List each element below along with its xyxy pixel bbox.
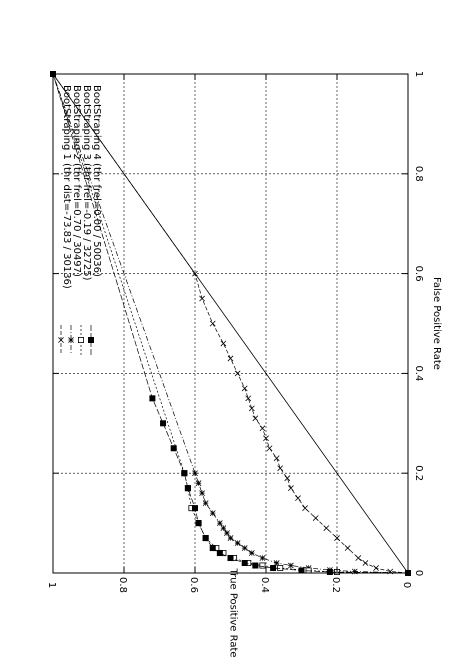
data-point-marker [160,420,167,427]
data-point-marker [88,336,95,343]
data-point-marker [220,525,227,531]
data-point-marker [248,550,255,556]
data-point-marker [191,505,198,512]
data-point-marker [199,295,205,302]
data-point-marker [78,336,85,343]
data-point-marker [202,500,209,507]
data-point-marker [362,560,369,566]
data-point-marker [224,530,230,536]
data-point-marker [241,560,248,567]
data-point-marker [259,562,266,569]
data-point-marker [234,370,241,377]
tick-marks [52,73,409,574]
x-tick-label: 0 [413,570,424,576]
data-point-marker [287,562,294,569]
data-point-marker [259,555,266,561]
data-point-marker [199,490,205,497]
data-point-marker [298,567,305,574]
legend-label: BootStraping 4 (thr frel=0.00 / 50036) [91,85,102,277]
tick-labels: 0 0.2 0.4 0.6 0.8 1 0 0.2 0.4 0.6 0.8 1 [46,71,424,593]
data-point-marker [273,455,280,462]
y-tick-label: 0.8 [117,577,128,593]
data-point-marker [266,445,273,452]
data-point-marker [351,568,358,575]
data-point-marker [355,555,362,561]
y-tick-label: 0 [401,582,412,588]
data-point-marker [270,565,277,572]
data-point-marker [323,525,330,531]
data-point-marker [245,395,252,402]
data-point-marker [202,535,209,542]
legend-label: BootStraping 3 (thr frel=-0.19 / 32725) [81,85,92,281]
data-point-marker [192,270,198,277]
data-point-marker [344,545,351,551]
data-point-marker [209,545,216,552]
data-point-marker [277,565,284,572]
data-point-marker [273,560,280,566]
data-point-marker [241,385,248,392]
data-point-marker [252,415,259,422]
data-point-marker [192,470,198,477]
series-line [52,73,409,574]
data-point-marker [170,445,177,452]
data-point-marker [227,535,234,541]
data-point-marker [209,510,216,517]
x-tick-label: 0.2 [413,465,424,481]
data-point-marker [209,320,216,327]
legend: BootStraping 1 (thr dist=-73.83 / 30136)… [58,85,102,355]
y-tick-label: 1 [46,582,57,588]
grid-lines [53,74,408,573]
legend-entry: BootStraping 1 (thr dist=-73.83 / 30136) [58,85,72,355]
data-point-marker [195,520,202,527]
data-point-marker [277,465,284,472]
data-point-marker [227,355,234,362]
data-point-marker [227,555,234,562]
legend-label: BootStraping 2 (thr frel=0.70 / 30497) [71,85,82,277]
data-point-marker [295,495,301,502]
data-point-marker [58,337,64,343]
data-point-marker [220,340,227,347]
data-point-marker [287,485,294,492]
plot-area-frame [52,73,409,574]
x-tick-label: 0.8 [413,166,424,182]
legend-entry: BootStraping 3 (thr frel=-0.19 / 32725) [78,85,92,355]
x-tick-label: 0.4 [413,365,424,381]
data-point-marker [184,485,191,492]
data-point-marker [68,337,74,343]
data-point-marker [373,565,379,571]
data-point-marker [326,569,333,576]
data-point-marker [195,480,202,487]
data-point-marker [216,520,223,526]
series-1 [50,71,411,576]
y-tick-label: 0.6 [188,577,199,593]
x-tick-label: 0.6 [413,266,424,282]
data-point-marker [241,545,248,551]
data-point-marker [149,395,156,402]
data-point-marker [252,562,259,569]
data-point-marker [248,405,255,412]
y-axis-title: True Positive Rate [228,567,239,657]
legend-entry: BootStraping 2 (thr frel=0.70 / 30497) [68,85,82,355]
data-point-marker [181,470,188,477]
y-tick-label: 0.2 [330,577,341,593]
data-point-marker [284,475,291,482]
data-point-marker [259,425,266,432]
data-point-marker [334,535,340,541]
x-axis-title: False Positive Rate [431,277,442,370]
data-point-marker [216,550,223,557]
y-tick-label: 0.4 [259,577,270,593]
data-point-marker [263,435,269,442]
data-point-marker [302,505,308,512]
data-point-marker [312,515,319,521]
x-tick-label: 1 [413,71,424,77]
legend-entry: BootStraping 4 (thr frel=0.00 / 50036) [88,85,102,355]
data-point-marker [234,540,241,546]
legend-label: BootStraping 1 (thr dist=-73.83 / 30136) [61,85,72,289]
